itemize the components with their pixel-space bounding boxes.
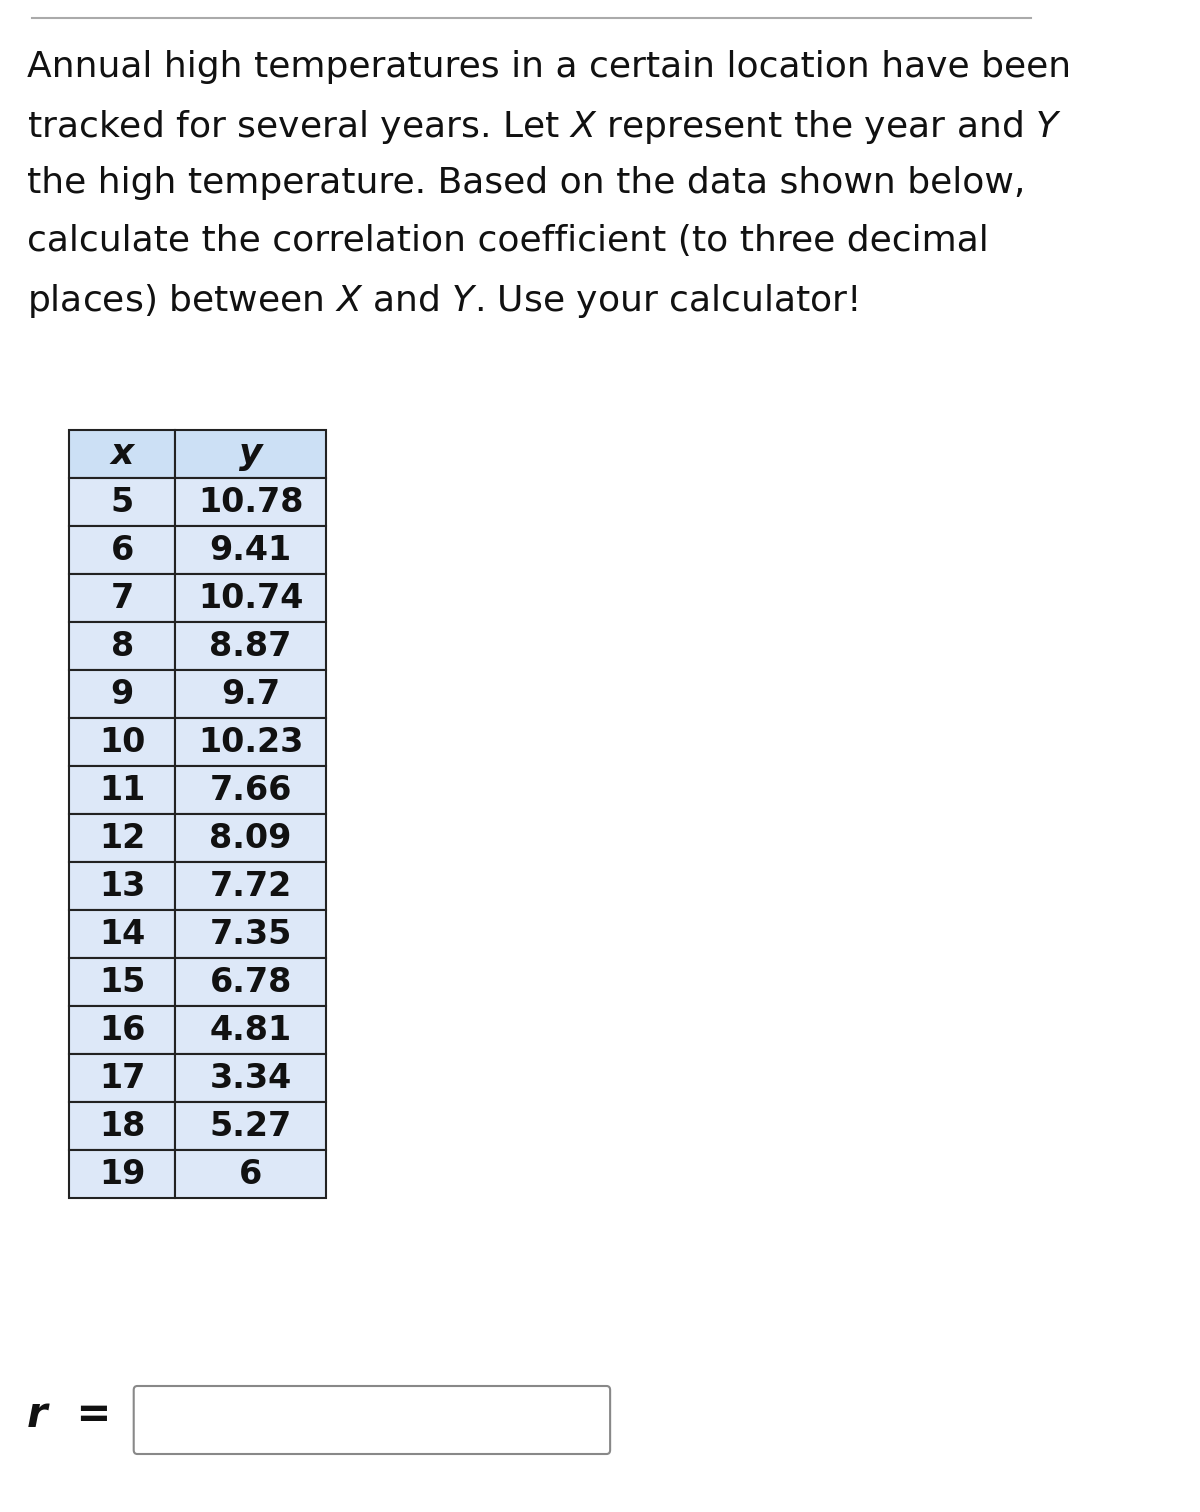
- Bar: [70, 813, 175, 862]
- Text: 5.27: 5.27: [210, 1110, 292, 1143]
- Text: 10: 10: [100, 726, 145, 759]
- Text: 9: 9: [110, 677, 134, 711]
- Text: 8.87: 8.87: [210, 629, 292, 662]
- Text: 19: 19: [100, 1158, 145, 1190]
- Text: 9.41: 9.41: [210, 534, 292, 567]
- Text: 6: 6: [110, 534, 134, 567]
- Text: 4.81: 4.81: [210, 1013, 292, 1046]
- Bar: [175, 429, 326, 478]
- Text: the high temperature. Based on the data shown below,: the high temperature. Based on the data …: [26, 166, 1025, 200]
- Bar: [70, 1151, 175, 1198]
- Text: 7.72: 7.72: [210, 869, 292, 903]
- Text: 17: 17: [100, 1061, 145, 1095]
- Text: 10.23: 10.23: [198, 726, 304, 759]
- Bar: [175, 767, 326, 813]
- Bar: [175, 862, 326, 910]
- Bar: [70, 718, 175, 767]
- Bar: [175, 478, 326, 526]
- Bar: [175, 718, 326, 767]
- Bar: [70, 429, 175, 478]
- Text: 13: 13: [100, 869, 145, 903]
- Bar: [175, 1054, 326, 1102]
- Bar: [175, 575, 326, 621]
- Bar: [175, 1005, 326, 1054]
- Text: r  =: r =: [26, 1394, 110, 1436]
- Bar: [175, 670, 326, 718]
- Bar: [175, 621, 326, 670]
- Text: 18: 18: [100, 1110, 145, 1143]
- Text: 7: 7: [110, 582, 134, 614]
- Bar: [175, 910, 326, 959]
- Text: 8.09: 8.09: [210, 821, 292, 854]
- Text: 11: 11: [100, 774, 145, 806]
- Bar: [175, 959, 326, 1005]
- Text: 10.74: 10.74: [198, 582, 304, 614]
- Text: tracked for several years. Let $X$ represent the year and $Y$: tracked for several years. Let $X$ repre…: [26, 107, 1062, 147]
- Text: 15: 15: [100, 966, 145, 998]
- Bar: [70, 1005, 175, 1054]
- Text: places) between $X$ and $Y$. Use your calculator!: places) between $X$ and $Y$. Use your ca…: [26, 283, 858, 321]
- Bar: [70, 959, 175, 1005]
- Bar: [70, 621, 175, 670]
- Text: 6: 6: [239, 1158, 263, 1190]
- Text: calculate the correlation coefficient (to three decimal: calculate the correlation coefficient (t…: [26, 224, 989, 259]
- Bar: [175, 526, 326, 575]
- Bar: [175, 813, 326, 862]
- Text: 9.7: 9.7: [221, 677, 280, 711]
- Text: 6.78: 6.78: [210, 966, 292, 998]
- Text: 3.34: 3.34: [210, 1061, 292, 1095]
- Bar: [175, 1151, 326, 1198]
- FancyBboxPatch shape: [133, 1387, 610, 1455]
- Bar: [175, 1102, 326, 1151]
- Bar: [70, 1054, 175, 1102]
- Bar: [70, 526, 175, 575]
- Bar: [70, 862, 175, 910]
- Text: 5: 5: [110, 485, 134, 519]
- Bar: [70, 910, 175, 959]
- Text: 7.35: 7.35: [210, 918, 292, 951]
- Text: x: x: [110, 437, 134, 472]
- Bar: [70, 670, 175, 718]
- Text: 16: 16: [100, 1013, 145, 1046]
- Bar: [70, 1102, 175, 1151]
- Text: 7.66: 7.66: [210, 774, 292, 806]
- Bar: [70, 478, 175, 526]
- Text: y: y: [239, 437, 263, 472]
- Text: 14: 14: [100, 918, 145, 951]
- Text: Annual high temperatures in a certain location have been: Annual high temperatures in a certain lo…: [26, 50, 1070, 85]
- Text: 10.78: 10.78: [198, 485, 304, 519]
- Text: 8: 8: [110, 629, 134, 662]
- Bar: [70, 575, 175, 621]
- Bar: [70, 767, 175, 813]
- Text: 12: 12: [100, 821, 145, 854]
